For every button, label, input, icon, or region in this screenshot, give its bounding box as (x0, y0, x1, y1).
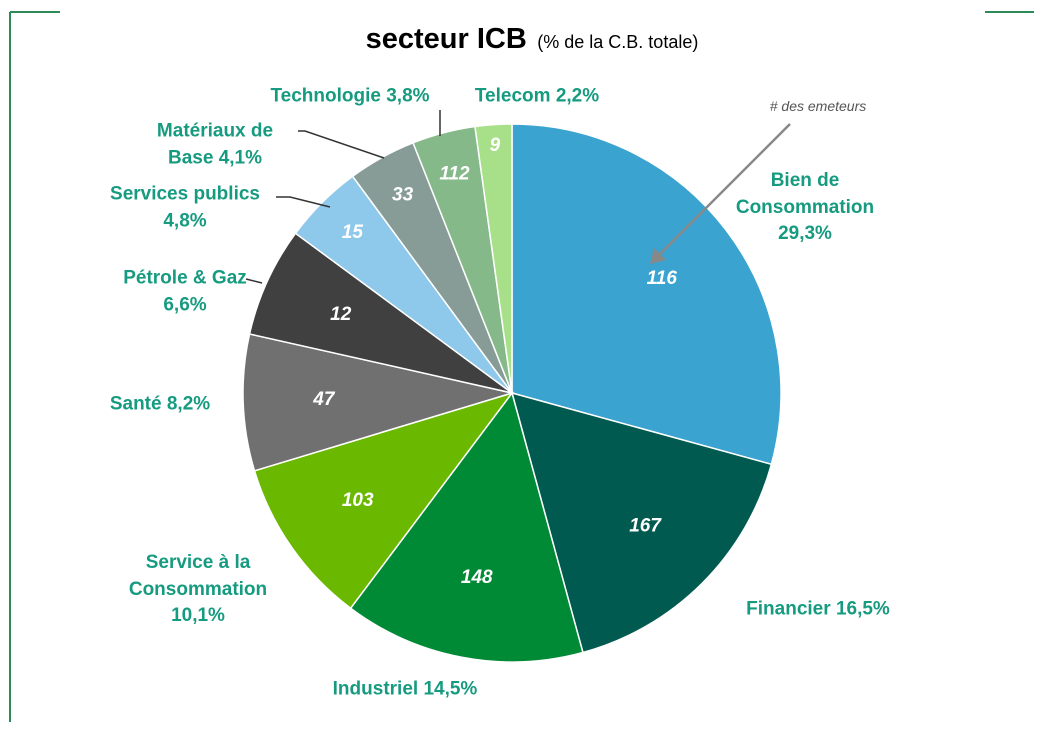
frame (9, 11, 1034, 722)
annotation-arrow (657, 123, 791, 257)
category-label: Santé 8,2% (90, 392, 230, 419)
category-name: Services publics (110, 183, 260, 205)
count-label: 12 (330, 304, 352, 325)
slice (253, 391, 514, 610)
category-label: Service à la Consommation 10,1% (116, 550, 281, 630)
slice (248, 232, 513, 394)
category-label: Services publics 4,8% (90, 181, 280, 234)
category-label: Telecom 2,2% (437, 84, 637, 111)
value-label: 3,8% (386, 85, 430, 107)
category-name: Santé (109, 393, 162, 415)
value-label: 4,1% (218, 147, 262, 168)
value-label: 16,5% (835, 598, 890, 620)
slice (474, 123, 513, 394)
count-label: 33 (392, 184, 414, 205)
arrow-head (650, 248, 666, 264)
value-label: 6,6% (163, 294, 207, 315)
slice (510, 391, 773, 654)
slice (242, 333, 515, 472)
count-label: 9 (490, 135, 501, 156)
category-name: Telecom (474, 85, 551, 107)
category-name: Technologie (270, 85, 381, 107)
category-name: Industriel (332, 678, 419, 700)
count-label: 47 (312, 389, 336, 410)
category-name: Matériaux de Base (156, 120, 274, 168)
value-label: 4,8% (163, 210, 207, 231)
value-label: 10,1% (171, 605, 225, 627)
chart-title: secteur ICB (366, 23, 527, 55)
category-name: Pétrole & Gaz (123, 267, 247, 289)
category-name: Service à la Consommation (128, 552, 268, 600)
category-label: Technologie 3,8% (240, 84, 460, 111)
value-label: 29,3% (778, 223, 832, 245)
category-label: Financier 16,5% (708, 597, 928, 624)
leader-lines (245, 110, 441, 284)
chart-subtitle: (% de la C.B. totale) (537, 32, 698, 52)
count-label: 148 (461, 567, 493, 588)
count-label: 15 (342, 222, 364, 243)
slice (511, 123, 782, 466)
value-label: 14,5% (423, 678, 478, 700)
count-label: 112 (439, 163, 470, 184)
annotation: # des emeteurs (770, 98, 867, 114)
category-name: Bien de Consommation (735, 170, 875, 218)
title-group: secteur ICB (% de la C.B. totale) (366, 23, 699, 55)
category-name: Financier (746, 598, 831, 620)
count-label: 167 (629, 515, 662, 536)
category-label: Matériaux de Base 4,1% (135, 118, 295, 171)
count-label: 116 (647, 268, 678, 289)
category-label: Pétrole & Gaz 6,6% (110, 265, 260, 318)
category-label: Industriel 14,5% (295, 677, 515, 704)
count-label: 103 (342, 490, 374, 511)
category-label: Bien de Consommation 29,3% (710, 168, 900, 248)
slices: 116 167 148 103 47 12 15 33 112 9 (242, 123, 782, 663)
value-label: 8,2% (166, 393, 211, 415)
value-label: 2,2% (555, 85, 600, 107)
slice (349, 391, 584, 663)
